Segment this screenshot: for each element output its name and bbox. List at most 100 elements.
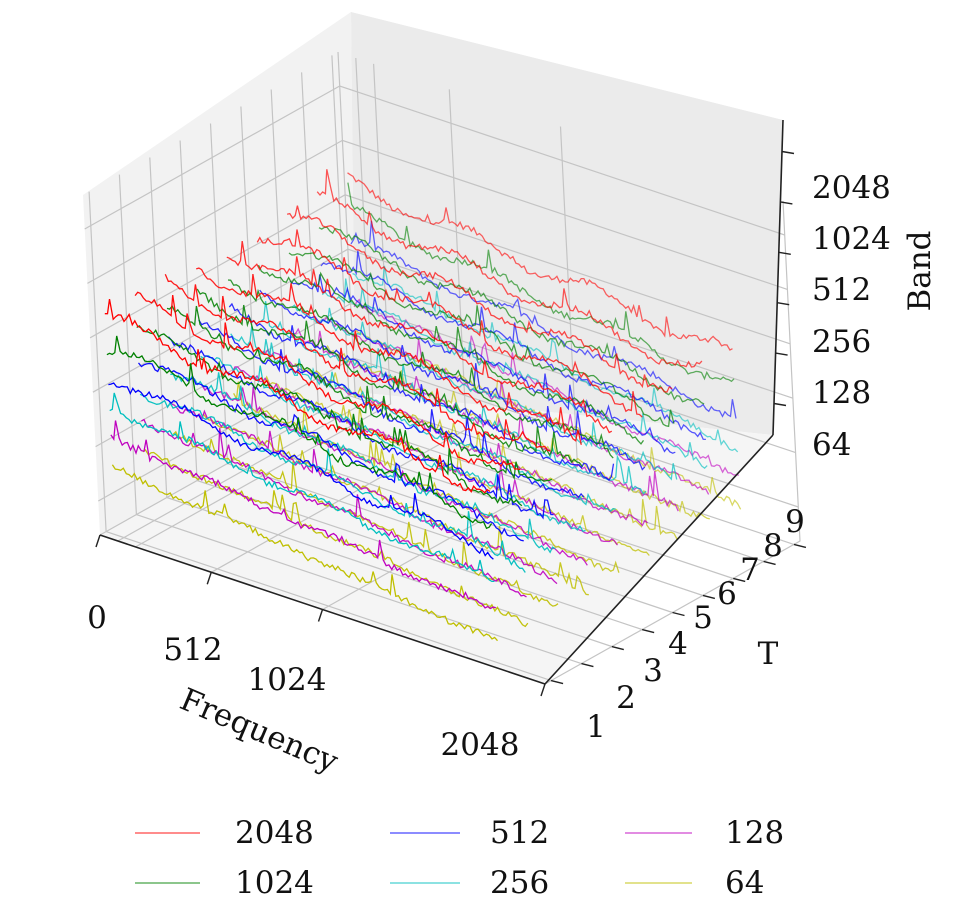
spectrum-line-1024-t5 xyxy=(227,279,614,459)
legend-label: 128 xyxy=(725,815,784,851)
spectrum-line-256-t1 xyxy=(109,392,495,583)
spectrum-line-512-t8 xyxy=(320,250,706,441)
time-gridline xyxy=(270,89,734,580)
band-gridline xyxy=(89,194,791,345)
x-tick-mark xyxy=(317,609,324,622)
spectrum-line-512-t4 xyxy=(198,319,585,499)
spectrum-line-1024-t1 xyxy=(106,335,493,530)
band-tick-label: 2048 xyxy=(812,170,891,206)
band-gridline xyxy=(84,85,785,236)
freq-gridline xyxy=(322,126,579,611)
spectrum-line-64-t1 xyxy=(111,464,498,642)
time-gridline xyxy=(88,191,552,682)
x-tick-label: 1024 xyxy=(248,662,327,698)
spectrum-line-2048-t6 xyxy=(256,229,643,418)
time-tick-label: 7 xyxy=(740,552,760,588)
spectrum-line-512-t7 xyxy=(290,274,676,454)
time-tick-label: 1 xyxy=(586,709,606,745)
time-tick-mark xyxy=(611,645,624,651)
spectrum-line-512-t9 xyxy=(350,220,737,419)
back-pane xyxy=(351,12,783,435)
spectrum-line-2048-t1 xyxy=(104,298,491,494)
spectrum-line-512-t3 xyxy=(167,336,554,520)
band-tick-mark xyxy=(778,251,791,255)
legend-label: 64 xyxy=(725,865,764,901)
spectrum-line-2048-t2 xyxy=(134,291,521,471)
spectrum-line-64-t5 xyxy=(233,381,620,573)
spectrum-line-1024-t4 xyxy=(196,288,583,468)
legend-item: 128 xyxy=(625,815,784,851)
spectrum-line-256-t2 xyxy=(139,393,526,573)
band-tick-mark xyxy=(777,302,790,306)
legend-item: 512 xyxy=(390,815,549,851)
spectrum-line-1024-t8 xyxy=(318,226,705,405)
freq-gridline xyxy=(99,51,356,536)
spectrum-line-256-t3 xyxy=(170,372,556,554)
band-tick-label: 128 xyxy=(812,375,871,411)
band-tick-mark xyxy=(780,201,793,205)
band-tick-mark xyxy=(775,352,788,356)
z-axis-line xyxy=(772,119,784,436)
legend-item: 2048 xyxy=(135,815,314,851)
time-tick-mark xyxy=(793,543,807,549)
time-tick-label: 5 xyxy=(693,600,713,636)
time-tick-mark xyxy=(550,679,564,685)
legend-label: 1024 xyxy=(235,865,314,901)
spectrum-line-128-t3 xyxy=(171,403,558,585)
time-tick-mark xyxy=(763,560,776,566)
spectrum-line-1024-t2 xyxy=(136,324,523,507)
band-gridline xyxy=(95,302,796,454)
freq-gridline xyxy=(544,200,801,685)
freq-gridline xyxy=(117,57,374,542)
y-axis-line xyxy=(544,434,774,685)
band-gridline xyxy=(98,357,799,508)
z-axis-title: Band xyxy=(902,230,938,311)
time-tick-label: 4 xyxy=(668,626,688,662)
spectrum-line-64-t6 xyxy=(263,375,650,556)
time-tick-mark xyxy=(733,577,746,583)
legend: 2048 1024 512 256 128 64 xyxy=(135,815,784,901)
spectrum-line-512-t5 xyxy=(228,302,615,482)
time-tick-mark xyxy=(672,611,685,617)
spectrum-line-512-t1 xyxy=(108,382,494,560)
spectrum-line-512-t2 xyxy=(137,362,524,542)
spectrum-line-2048-t3 xyxy=(164,273,551,452)
spectrum-line-64-t2 xyxy=(142,448,529,628)
x-tick-label: 2048 xyxy=(441,727,520,763)
x-tick-mark xyxy=(540,683,546,697)
spectrum-line-64-t4 xyxy=(202,413,589,596)
time-tick-label: 9 xyxy=(785,504,805,540)
spectrum-line-2048-t9 xyxy=(347,172,733,351)
band-tick-label: 512 xyxy=(812,272,871,308)
spectrum-line-256-t5 xyxy=(230,325,616,512)
legend-item: 256 xyxy=(390,865,549,901)
spectrum-line-128-t7 xyxy=(292,327,679,512)
band-gridline xyxy=(87,139,788,290)
time-gridline xyxy=(118,174,582,665)
spectrum-line-2048-t7 xyxy=(286,205,673,393)
band-tick-label: 256 xyxy=(812,324,871,360)
time-tick-label: 8 xyxy=(763,528,783,564)
band-tick-label: 1024 xyxy=(812,221,891,257)
legend-label: 256 xyxy=(490,865,549,901)
band-tick-label: 64 xyxy=(812,427,851,463)
x-tick-label: 512 xyxy=(163,632,222,668)
spectrum-line-2048-t4 xyxy=(196,267,582,445)
legend-label: 512 xyxy=(490,815,549,851)
floor-pane xyxy=(100,392,773,684)
time-tick-mark xyxy=(641,628,655,634)
y-axis-title: T xyxy=(758,636,779,672)
spectrum-line-1024-t6 xyxy=(257,264,645,445)
x-tick-label: 0 xyxy=(87,600,107,636)
band-tick-mark xyxy=(773,402,787,407)
spectrum-line-2048-t8 xyxy=(316,169,703,368)
x-tick-mark xyxy=(95,534,101,548)
time-tick-label: 6 xyxy=(717,576,737,612)
time-tick-label: 2 xyxy=(616,680,636,716)
time-tick-label: 3 xyxy=(643,653,663,689)
x-tick-mark xyxy=(206,572,212,585)
legend-item: 64 xyxy=(625,865,764,901)
time-tick-mark xyxy=(702,594,716,600)
